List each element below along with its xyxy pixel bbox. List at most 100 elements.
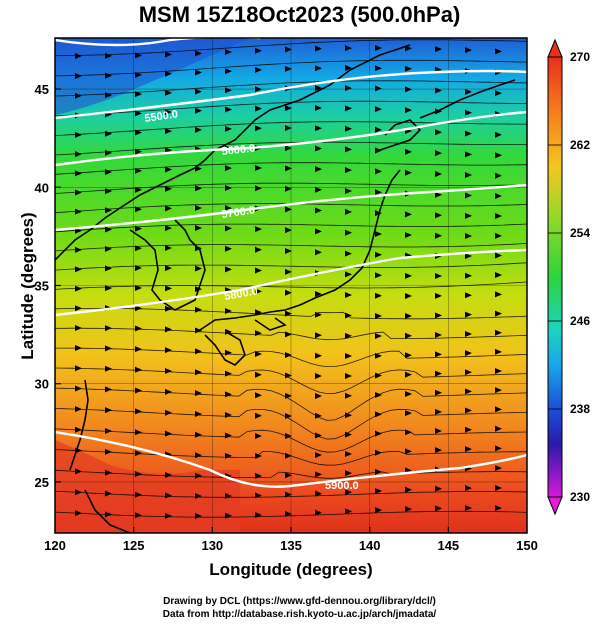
wind-arrow xyxy=(465,172,472,179)
wind-arrow xyxy=(285,268,292,275)
wind-arrow xyxy=(255,472,262,479)
wind-arrow xyxy=(405,86,412,93)
wind-arrow xyxy=(285,392,292,399)
streamline xyxy=(55,141,527,156)
wind-arrow xyxy=(75,266,82,273)
wind-arrow xyxy=(315,509,322,516)
wind-arrow xyxy=(195,225,202,232)
streamline xyxy=(55,347,527,368)
wind-arrow xyxy=(135,285,142,292)
wind-arrow xyxy=(165,367,172,374)
wind-arrow xyxy=(225,87,232,94)
wind-arrow xyxy=(495,90,502,97)
wind-arrow xyxy=(225,432,232,439)
wind-arrow xyxy=(135,91,142,98)
colorbar-tick-label: 246 xyxy=(570,314,590,328)
wind-arrow xyxy=(225,185,232,192)
wind-arrow xyxy=(135,408,142,415)
wind-arrow xyxy=(345,229,352,236)
wind-arrow xyxy=(495,192,502,199)
streamline xyxy=(55,223,527,233)
wind-arrow xyxy=(165,409,172,416)
wind-arrow xyxy=(435,191,442,198)
contour-5900 xyxy=(55,430,527,488)
wind-arrow xyxy=(75,447,82,454)
wind-arrow xyxy=(165,347,172,354)
wind-arrow xyxy=(195,390,202,397)
wind-arrow xyxy=(315,186,322,193)
wind-arrow xyxy=(435,108,442,115)
wind-arrow xyxy=(135,366,142,373)
wind-arrow xyxy=(105,365,112,372)
wind-arrow xyxy=(75,468,82,475)
wind-arrow xyxy=(345,489,352,496)
wind-arrow xyxy=(345,352,352,359)
wind-arrow xyxy=(285,206,292,213)
wind-streamlines xyxy=(55,39,527,519)
colorbar-tick-label: 238 xyxy=(570,402,590,416)
wind-arrow xyxy=(255,412,262,419)
wind-arrow xyxy=(285,105,292,112)
streamline xyxy=(55,162,527,175)
wind-arrow xyxy=(375,251,382,258)
wind-arrow xyxy=(465,88,472,95)
wind-arrow xyxy=(195,286,202,293)
temperature-field xyxy=(55,38,527,533)
wind-arrow xyxy=(225,307,232,314)
wind-arrow xyxy=(345,250,352,257)
wind-arrow xyxy=(375,189,382,196)
wind-arrow xyxy=(75,131,82,138)
wind-arrow xyxy=(465,192,472,199)
x-axis: 120 125 130 135 140 145 150 xyxy=(44,527,538,553)
wind-arrow xyxy=(195,265,202,272)
wind-arrow xyxy=(255,432,262,439)
wind-arrow xyxy=(345,167,352,174)
colorbar-tick-label: 254 xyxy=(570,226,590,240)
wind-arrow xyxy=(135,52,142,59)
wind-arrow xyxy=(315,45,322,52)
x-tick-label: 145 xyxy=(437,538,459,553)
wind-arrow xyxy=(135,450,142,457)
wind-arrow xyxy=(345,412,352,419)
wind-arrow xyxy=(285,432,292,439)
streamline xyxy=(55,281,527,290)
wind-arrow xyxy=(75,426,82,433)
wind-arrow xyxy=(285,165,292,172)
wind-arrow xyxy=(255,165,262,172)
wind-arrow xyxy=(225,391,232,398)
wind-arrow xyxy=(195,327,202,334)
wind-arrow xyxy=(315,471,322,478)
mainland-coast xyxy=(55,44,411,261)
wind-arrow xyxy=(165,245,172,252)
contour-labels: 5500.0 5600.0 5700.0 5800.0 5900.0 xyxy=(144,108,359,492)
contour-5800 xyxy=(55,248,527,317)
contour-label-5800: 5800.0 xyxy=(223,285,258,303)
wind-arrow xyxy=(375,449,382,456)
wind-arrow xyxy=(405,65,412,72)
wind-arrow xyxy=(345,105,352,112)
wind-arrow xyxy=(75,92,82,99)
wind-arrow xyxy=(405,410,412,417)
wind-arrow xyxy=(465,109,472,116)
wind-arrow xyxy=(495,406,502,413)
streamline xyxy=(55,243,527,252)
luzon-coast xyxy=(84,489,131,533)
wind-arrow xyxy=(255,246,262,253)
wind-arrow xyxy=(375,85,382,92)
x-tick-label: 125 xyxy=(123,538,145,553)
korean-peninsula xyxy=(129,219,206,311)
wind-arrow xyxy=(345,85,352,92)
wind-arrow xyxy=(165,492,172,499)
wind-arrow xyxy=(105,285,112,292)
wind-arrow xyxy=(315,311,322,318)
wind-arrow xyxy=(465,212,472,219)
wind-arrow xyxy=(165,225,172,232)
y-tick-label: 25 xyxy=(35,475,49,490)
wind-arrow xyxy=(135,245,142,252)
wind-arrow xyxy=(165,89,172,96)
wind-arrow xyxy=(135,470,142,477)
wind-arrow xyxy=(465,272,472,279)
wind-arrow xyxy=(105,325,112,332)
wind-arrow xyxy=(375,468,382,475)
wind-arrow xyxy=(135,346,142,353)
